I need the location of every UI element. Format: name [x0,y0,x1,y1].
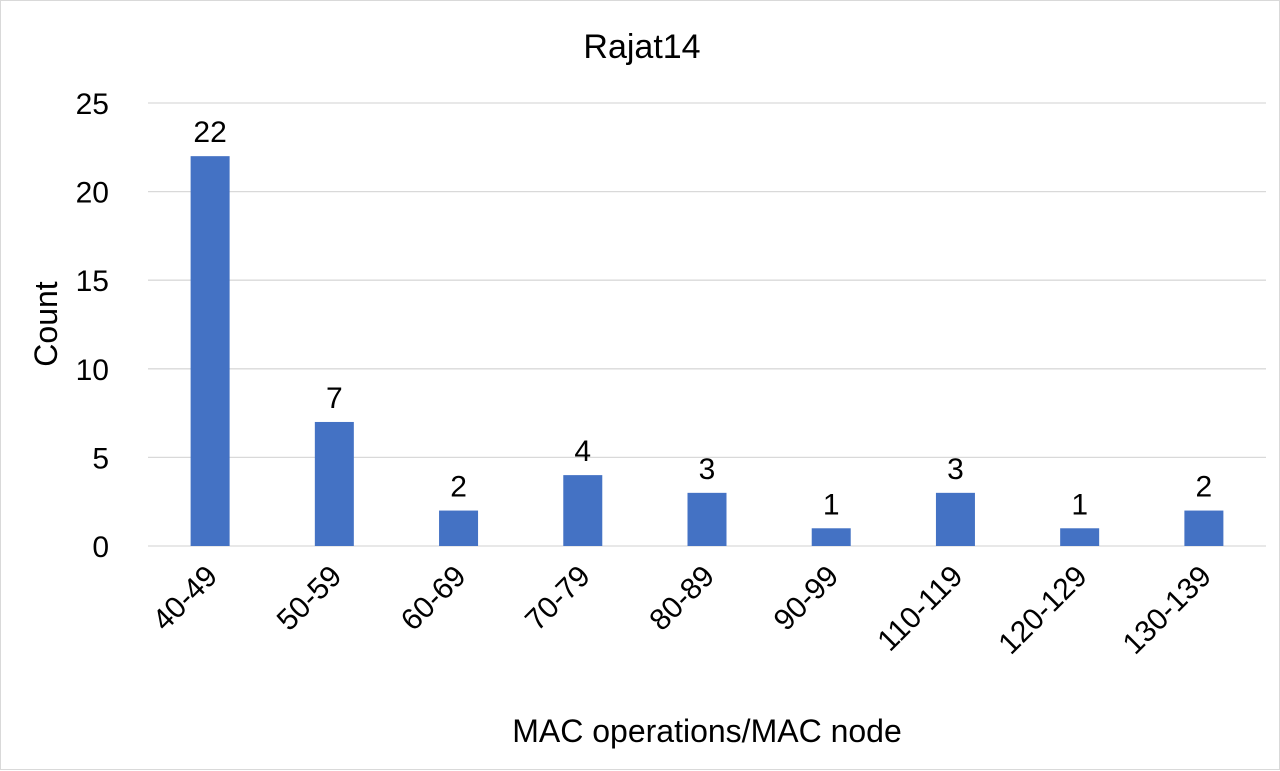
x-tick-label: 80-89 [643,560,721,638]
x-tick-label: 120-129 [992,560,1093,661]
bar-40-49 [190,156,230,546]
bar-110-119 [935,492,975,546]
x-tick-label: 50-59 [271,560,349,638]
data-labels: 22 7 2 4 3 1 3 1 2 [193,116,1212,521]
y-tick-label: 20 [76,177,109,210]
y-axis-title: Count [28,281,64,367]
y-tick-label: 25 [76,88,109,121]
x-tick-label: 90-99 [768,560,846,638]
data-label: 4 [574,435,591,468]
data-label: 1 [823,488,840,521]
bar-90-99 [811,528,851,546]
data-label: 2 [1196,471,1213,504]
x-axis-title: MAC operations/MAC node [512,713,902,749]
y-axis-ticks: 0 5 10 15 20 25 [76,88,109,564]
bar-80-89 [687,492,727,546]
x-tick-label: 70-79 [519,560,597,638]
bar-130-139 [1184,510,1224,546]
x-tick-label: 40-49 [146,560,224,638]
x-tick-label: 60-69 [395,560,473,638]
y-tick-label: 15 [76,265,109,298]
y-tick-label: 0 [92,531,109,564]
bar-50-59 [314,421,354,546]
bar-120-129 [1060,528,1100,546]
bar-70-79 [563,475,603,546]
x-axis-ticks: 40-49 50-59 60-69 70-79 80-89 90-99 110-119 120… [146,560,1217,661]
chart-title: Rajat14 [583,28,700,66]
data-label: 22 [193,116,226,149]
y-tick-label: 10 [76,354,109,387]
bar-60-69 [439,510,479,546]
x-tick-label: 130-139 [1117,560,1218,661]
x-tick-label: 110-119 [871,560,969,658]
data-label: 3 [947,453,964,486]
bars [190,156,1224,546]
y-tick-label: 5 [92,442,109,475]
data-label: 1 [1071,488,1088,521]
data-label: 3 [699,453,716,486]
data-label: 2 [450,471,467,504]
data-label: 7 [326,382,343,415]
